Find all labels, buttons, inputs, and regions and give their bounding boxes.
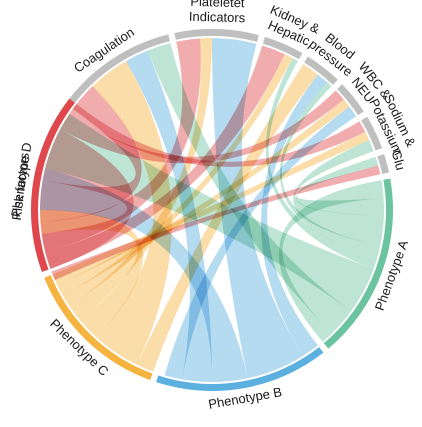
ribbon-na-D — [69, 104, 366, 167]
ribbon-coag-D — [39, 86, 142, 223]
group-arc-C — [44, 275, 153, 381]
group-label-line: Indicators — [189, 9, 246, 25]
group-label-line: Glu — [389, 148, 409, 171]
ribbon-kid-A — [265, 58, 378, 269]
ribbon-risk-C — [40, 210, 144, 338]
group-label-D: Phenotype D — [8, 141, 35, 218]
ribbon-kid-D — [45, 45, 285, 269]
ribbon-na-A — [293, 140, 384, 246]
group-label-line: Phenotype D — [8, 141, 35, 218]
group-arc-wbc — [337, 84, 364, 116]
ribbon-A-A — [278, 180, 384, 342]
ribbon-bp-C — [136, 64, 318, 372]
ribbon-coag-A — [147, 43, 352, 334]
ribbon-glu-D — [51, 165, 381, 280]
group-arc-layer — [31, 29, 393, 391]
group-label-glu: Glu — [389, 148, 409, 171]
ribbon-wbc-B — [164, 106, 357, 380]
group-arc-B — [156, 347, 324, 391]
ribbon-layer — [39, 38, 385, 383]
group-arc-glu — [377, 154, 390, 174]
group-arc-A — [323, 178, 393, 349]
ribbon-bp-B — [260, 74, 328, 356]
group-arc-bp — [304, 56, 338, 85]
ribbon-plt-D — [40, 38, 201, 252]
group-arc-plt — [174, 29, 259, 42]
group-label-na: Sodium &Potassium — [366, 92, 418, 158]
group-arc-na — [361, 116, 383, 151]
group-arc-D — [31, 98, 75, 272]
group-arc-coag — [65, 34, 170, 108]
group-label-line: Plateletet — [190, 0, 245, 10]
ribbon-wbc-C — [57, 99, 350, 296]
ribbon-coag-B — [126, 50, 212, 383]
group-arc-kid — [262, 36, 303, 60]
ribbon-coag-C — [92, 61, 172, 365]
